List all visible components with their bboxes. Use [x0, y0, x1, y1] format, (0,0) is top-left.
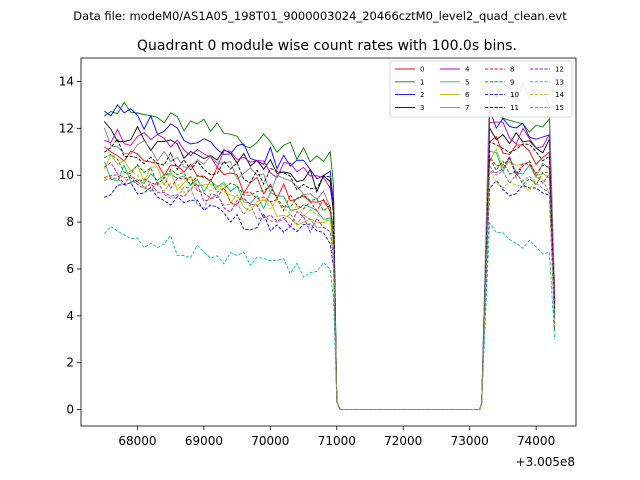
- y-tick-label: 6: [66, 262, 74, 276]
- y-tick-label: 8: [66, 215, 74, 229]
- legend-label-2: 2: [420, 91, 424, 99]
- legend-label-8: 8: [510, 66, 514, 74]
- legend-label-12: 12: [555, 66, 564, 74]
- series-line-13: [103, 221, 556, 411]
- x-offset-label: +3.005e8: [516, 455, 575, 469]
- y-tick-label: 0: [66, 403, 74, 417]
- chart-suptitle: Data file: modeM0/AS1A05_198T01_90000030…: [73, 9, 567, 23]
- x-tick-label: 73000: [451, 434, 489, 448]
- legend-label-13: 13: [555, 78, 564, 86]
- x-tick-label: 70000: [251, 434, 289, 448]
- series-group: [103, 82, 556, 411]
- plot-frame: [80, 57, 577, 427]
- legend-label-1: 1: [420, 78, 424, 86]
- series-line-15: [104, 164, 556, 411]
- legend-label-0: 0: [420, 66, 424, 74]
- y-tick-label: 2: [66, 356, 74, 370]
- legend-label-7: 7: [465, 104, 469, 112]
- y-tick-label: 10: [59, 168, 74, 182]
- legend-label-5: 5: [465, 78, 469, 86]
- y-tick-label: 4: [66, 309, 74, 323]
- y-tick-label: 14: [59, 74, 74, 88]
- legend-label-10: 10: [510, 91, 519, 99]
- legend-label-11: 11: [510, 104, 519, 112]
- x-tick-label: 68000: [118, 434, 156, 448]
- x-tick-label: 71000: [318, 434, 356, 448]
- legend-label-6: 6: [465, 91, 470, 99]
- legend-box: [389, 60, 573, 118]
- legend-label-15: 15: [555, 104, 564, 112]
- legend-label-9: 9: [510, 78, 514, 86]
- x-tick-label: 69000: [185, 434, 223, 448]
- legend-label-3: 3: [420, 104, 424, 112]
- axes-group: 68000 69000 70000 71000 72000 73000 74000 0 2 4 6 8…: [59, 74, 556, 448]
- y-tick-label: 12: [59, 121, 74, 135]
- chart-title: Quadrant 0 module wise count rates with …: [137, 38, 517, 54]
- legend-label-4: 4: [465, 66, 470, 74]
- series-line-11: [104, 138, 556, 411]
- x-tick-label: 72000: [384, 434, 422, 448]
- legend-label-14: 14: [555, 91, 564, 99]
- x-tick-label: 74000: [517, 434, 555, 448]
